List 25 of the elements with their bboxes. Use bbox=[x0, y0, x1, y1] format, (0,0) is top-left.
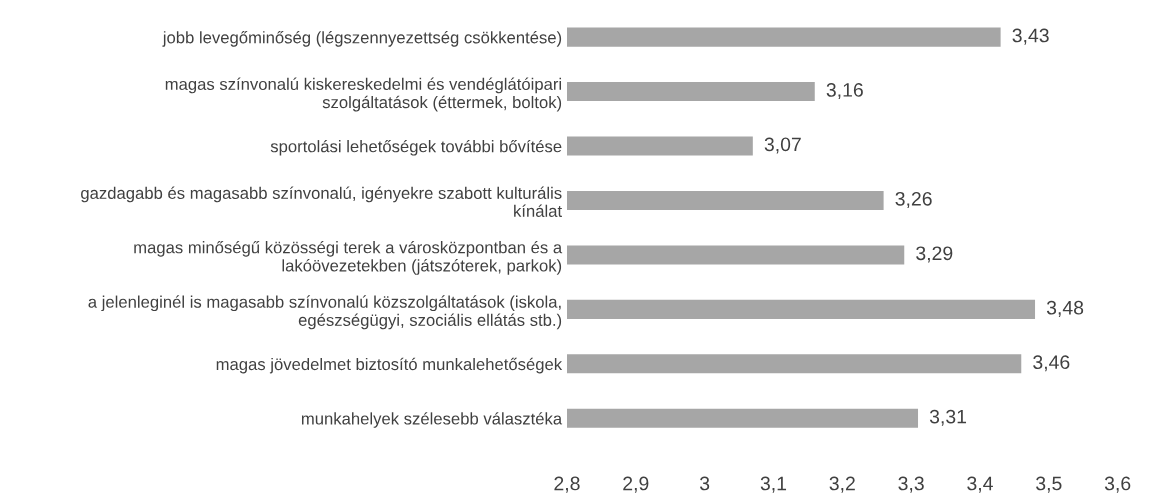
y-tick-label: gazdagabb és magasabb színvonalú, igényekre szabott kulturális kínálat bbox=[81, 186, 562, 217]
x-tick-label: 3,3 bbox=[898, 476, 924, 493]
data-label: 3,43 bbox=[1012, 28, 1049, 45]
y-tick-label: magas jövedelmet biztosító munkalehetőségek bbox=[216, 357, 563, 374]
data-label: 3,48 bbox=[1046, 300, 1084, 317]
y-tick-label: jobb levegőminőség (légszennyezettség csökkentése) bbox=[162, 30, 562, 47]
data-label: 3,07 bbox=[764, 137, 801, 154]
y-tick-label: magas színvonalú kiskereskedelmi és vendéglátóipari szolgáltatások (éttermek, boltok) bbox=[165, 77, 562, 112]
y-tick-label: a jelenleginél is magasabb színvonalú közszolgáltatások (iskola, egészségügyi, szociális ellátás stb.) bbox=[88, 295, 562, 330]
x-tick-label: 2,8 bbox=[554, 476, 580, 493]
x-tick-label: 3,5 bbox=[1036, 476, 1062, 493]
y-tick-label: sportolási lehetőségek további bővítése bbox=[270, 139, 562, 156]
data-label: 3,26 bbox=[895, 191, 932, 208]
x-tick-label: 3,1 bbox=[760, 476, 787, 493]
x-tick-label: 3,2 bbox=[829, 476, 855, 493]
x-tick-label: 3,6 bbox=[1104, 476, 1131, 493]
data-label: 3,31 bbox=[929, 409, 967, 426]
x-tick-label: 2,9 bbox=[623, 476, 649, 493]
data-label: 3,16 bbox=[826, 83, 863, 100]
x-tick-label: 3,4 bbox=[967, 476, 993, 493]
x-tick-label: 3 bbox=[699, 476, 710, 491]
y-tick-label: munkahelyek szélesebb választéka bbox=[301, 412, 563, 428]
data-label: 3,29 bbox=[916, 246, 953, 263]
y-tick-label: magas minőségű közösségi terek a városközpontban és a lakóövezetekben (játszóterek, parkok) bbox=[134, 240, 563, 275]
data-label: 3,46 bbox=[1033, 355, 1070, 372]
